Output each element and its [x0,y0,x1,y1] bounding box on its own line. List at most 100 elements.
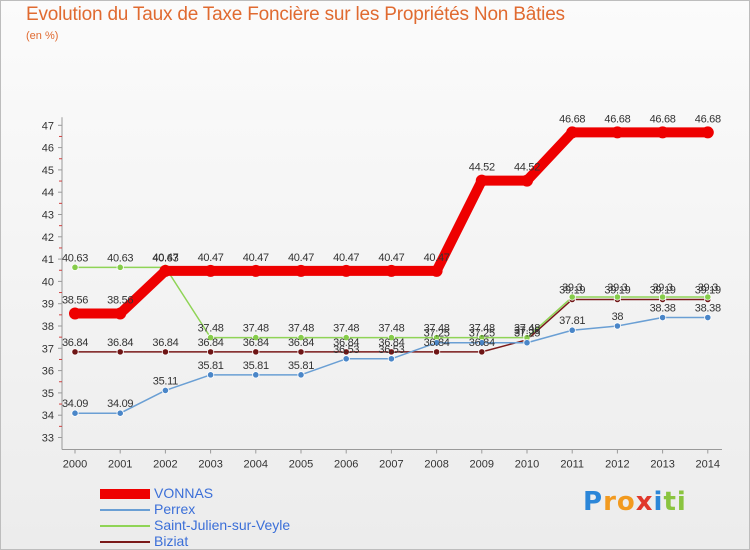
data-point-vonnas [340,264,353,277]
data-point-saint-julien-sur-veyle [658,293,667,301]
x-tick-label: 2005 [289,459,313,471]
data-label-perrex: 36.53 [378,344,404,356]
logo-letter: i [676,487,687,517]
data-point-vonnas [385,264,398,277]
data-point-vonnas [159,264,172,277]
data-point-biziat [387,348,395,356]
data-label-biziat: 36.84 [378,337,404,349]
data-label-biziat: 36.84 [288,337,314,349]
data-point-vonnas [69,307,81,320]
data-label-perrex: 34.09 [62,398,88,410]
data-point-saint-julien-sur-veyle [207,333,215,342]
data-label-perrex: 35.81 [198,360,224,372]
y-tick-label: 43 [42,210,54,222]
y-tick-label: 37 [42,343,54,355]
data-point-biziat [207,348,215,356]
data-point-perrex [478,339,486,347]
data-label-vonnas: 46.68 [604,113,630,125]
data-label-vonnas: 40.47 [288,252,314,264]
data-label-vonnas: 46.68 [650,113,676,125]
data-point-perrex [704,313,712,322]
y-tick-label: 41 [42,254,54,266]
legend-swatch-perrex [100,502,150,518]
logo-letter: t [663,487,677,517]
x-tick-label: 2014 [696,459,720,471]
data-point-biziat [478,348,486,356]
data-point-perrex [387,355,395,363]
legend-label-perrex: Perrex [154,501,196,517]
x-tick-label: 2001 [108,459,132,471]
data-point-perrex [613,322,622,330]
logo-letter: o [616,487,636,517]
data-point-biziat [161,348,169,356]
data-label-saint-julien-sur-veyle: 39.3 [652,282,672,294]
y-tick-label: 35 [42,388,54,400]
data-point-perrex [342,355,350,363]
data-label-biziat: 37.38 [514,325,540,337]
x-tick-label: 2008 [424,459,448,471]
data-point-saint-julien-sur-veyle [568,293,576,301]
data-point-biziat [116,348,124,356]
data-label-perrex: 34.09 [107,398,133,410]
y-tick-label: 44 [42,187,54,199]
data-point-perrex [71,409,79,417]
data-label-saint-julien-sur-veyle: 37.48 [288,323,314,335]
x-tick-label: 2012 [605,459,629,471]
data-label-saint-julien-sur-veyle: 37.48 [198,323,224,335]
data-label-perrex: 38.38 [695,303,721,315]
data-point-perrex [116,409,124,417]
data-label-saint-julien-sur-veyle: 37.48 [424,323,450,335]
y-tick-label: 47 [42,120,54,132]
data-label-vonnas: 44.52 [469,162,495,174]
legend-swatch-vonnas [100,486,150,502]
logo-letter: r [603,487,617,517]
y-tick-label: 36 [42,366,54,378]
data-label-saint-julien-sur-veyle: 37.48 [243,323,269,335]
data-label-perrex: 37.25 [469,328,495,340]
data-label-perrex: 37.25 [514,328,540,340]
data-point-perrex [252,371,260,379]
data-point-vonnas [656,126,669,139]
data-point-perrex [297,371,305,379]
x-tick-label: 2003 [198,459,222,471]
data-point-biziat [71,348,79,356]
x-tick-label: 2011 [560,459,584,471]
data-point-vonnas [249,264,262,277]
legend-label-saint-julien-sur-veyle: Saint-Julien-sur-Veyle [154,517,291,533]
data-label-biziat: 39.19 [695,284,721,296]
data-point-vonnas [701,126,714,139]
data-label-vonnas: 44.52 [514,162,540,174]
data-point-saint-julien-sur-veyle [613,293,622,301]
data-label-biziat: 36.84 [152,337,178,349]
logo-letter: P [583,487,604,517]
data-label-perrex: 38.38 [650,303,676,315]
data-point-biziat [342,348,350,356]
data-label-vonnas: 40.47 [424,252,450,264]
data-label-vonnas: 38.56 [107,295,133,307]
data-point-vonnas [204,264,217,277]
data-label-biziat: 36.84 [424,337,450,349]
legend-swatch-saint-julien-sur-veyle [100,518,150,534]
data-point-perrex [568,326,576,334]
data-label-vonnas: 38.56 [62,295,88,307]
data-point-saint-julien-sur-veyle [297,333,305,342]
y-tick-label: 38 [42,321,54,333]
legend-label-vonnas: VONNAS [154,485,214,501]
data-label-perrex: 36.53 [333,344,359,356]
x-tick-label: 2013 [650,459,674,471]
data-label-perrex: 35.11 [153,375,178,387]
y-tick-label: 45 [42,165,54,177]
data-label-vonnas: 40.47 [378,252,404,264]
data-label-saint-julien-sur-veyle: 39.3 [698,282,718,294]
data-label-vonnas: 40.47 [333,252,359,264]
y-tick-label: 46 [42,143,54,155]
data-label-saint-julien-sur-veyle: 39.3 [562,282,582,294]
data-label-biziat: 36.84 [107,337,133,349]
data-label-biziat: 36.84 [333,337,359,349]
x-tick-label: 2009 [470,459,494,471]
data-label-biziat: 36.84 [198,337,224,349]
data-label-biziat: 39.19 [604,284,630,296]
data-label-biziat: 39.19 [650,284,676,296]
data-point-vonnas [566,126,579,139]
